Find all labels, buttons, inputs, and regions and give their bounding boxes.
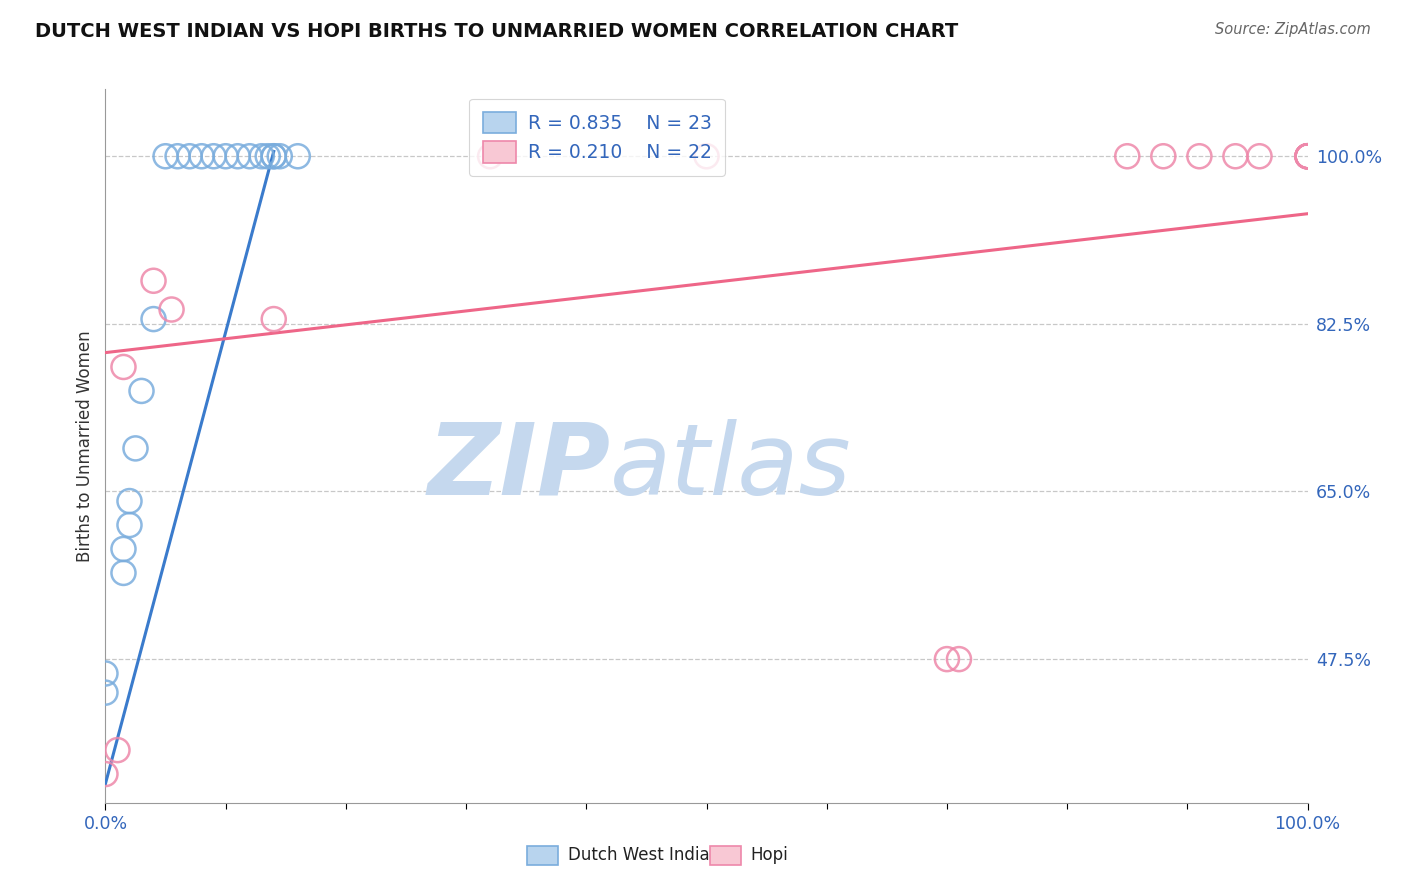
Point	[239, 149, 262, 163]
Point	[479, 149, 502, 163]
Y-axis label: Births to Unmarried Women: Births to Unmarried Women	[76, 330, 94, 562]
Point	[936, 652, 959, 666]
Point	[214, 149, 236, 163]
Point	[112, 541, 135, 556]
Point	[1296, 149, 1319, 163]
Point	[142, 312, 165, 326]
Point	[94, 666, 117, 681]
Text: Hopi: Hopi	[751, 847, 789, 864]
Point	[1188, 149, 1211, 163]
Point	[263, 312, 285, 326]
Point	[190, 149, 212, 163]
Point	[269, 149, 291, 163]
Point	[112, 359, 135, 374]
Point	[179, 149, 201, 163]
Text: atlas: atlas	[610, 419, 852, 516]
Point	[94, 686, 117, 700]
Point	[287, 149, 309, 163]
Point	[1296, 149, 1319, 163]
Point	[94, 767, 117, 781]
Point	[256, 149, 278, 163]
Point	[263, 149, 285, 163]
Text: Source: ZipAtlas.com: Source: ZipAtlas.com	[1215, 22, 1371, 37]
Point	[124, 442, 146, 456]
Point	[142, 274, 165, 288]
Point	[1249, 149, 1271, 163]
Point	[1296, 149, 1319, 163]
Point	[118, 518, 141, 533]
Point	[166, 149, 188, 163]
Point	[155, 149, 177, 163]
Text: ZIP: ZIP	[427, 419, 610, 516]
Point	[107, 743, 129, 757]
Point	[1296, 149, 1319, 163]
Point	[1296, 149, 1319, 163]
Point	[112, 566, 135, 580]
Point	[948, 652, 970, 666]
Point	[1296, 149, 1319, 163]
Point	[1296, 149, 1319, 163]
Point	[226, 149, 249, 163]
Point	[118, 494, 141, 508]
Point	[263, 149, 285, 163]
Text: DUTCH WEST INDIAN VS HOPI BIRTHS TO UNMARRIED WOMEN CORRELATION CHART: DUTCH WEST INDIAN VS HOPI BIRTHS TO UNMA…	[35, 22, 959, 41]
Point	[1225, 149, 1247, 163]
Point	[202, 149, 225, 163]
Text: Dutch West Indians: Dutch West Indians	[568, 847, 728, 864]
Point	[1116, 149, 1139, 163]
Point	[696, 149, 718, 163]
Legend: R = 0.835    N = 23, R = 0.210    N = 22: R = 0.835 N = 23, R = 0.210 N = 22	[470, 99, 724, 176]
Point	[160, 302, 183, 317]
Point	[250, 149, 273, 163]
Point	[131, 384, 153, 398]
Point	[1152, 149, 1174, 163]
